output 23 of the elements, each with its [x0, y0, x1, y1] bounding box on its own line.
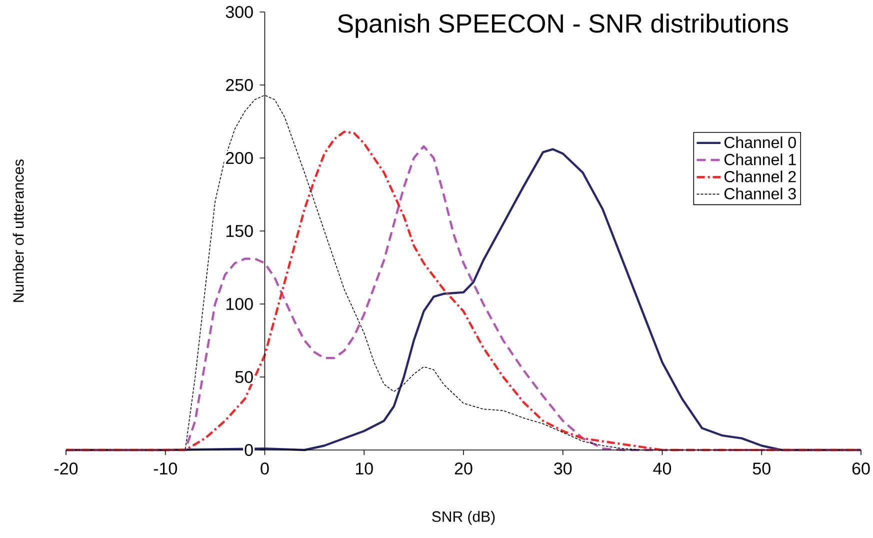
- y-tick-label: 150: [226, 224, 253, 238]
- legend-label: Channel 1: [724, 153, 796, 166]
- x-tick-label: 40: [653, 462, 672, 475]
- x-tick-label: 30: [554, 462, 572, 475]
- x-tick-label: 50: [752, 462, 770, 475]
- y-tick-label: 100: [226, 298, 253, 310]
- x-tick-label: -20: [54, 462, 78, 475]
- legend-label: Channel 3: [724, 188, 796, 200]
- x-tick-label: 0: [260, 462, 269, 475]
- y-tick-label: 200: [226, 152, 253, 164]
- y-tick-label: 0: [244, 444, 253, 456]
- x-tick-label: 60: [852, 462, 870, 475]
- y-axis-title: Number of utterances: [12, 159, 24, 302]
- y-tick-label: 50: [235, 370, 253, 384]
- x-tick-label: 10: [356, 462, 373, 475]
- legend-label: Channel 0: [724, 136, 796, 148]
- chart-title: Spanish SPEECON - SNR distributions: [338, 14, 788, 38]
- y-tick-label: 300: [226, 6, 253, 18]
- x-tick-label: 20: [454, 462, 472, 475]
- x-axis-title: SNR (dB): [432, 510, 495, 525]
- y-tick-label: 250: [226, 78, 253, 92]
- x-tick-label: -10: [154, 462, 177, 475]
- legend-label: Channel 2: [724, 170, 796, 182]
